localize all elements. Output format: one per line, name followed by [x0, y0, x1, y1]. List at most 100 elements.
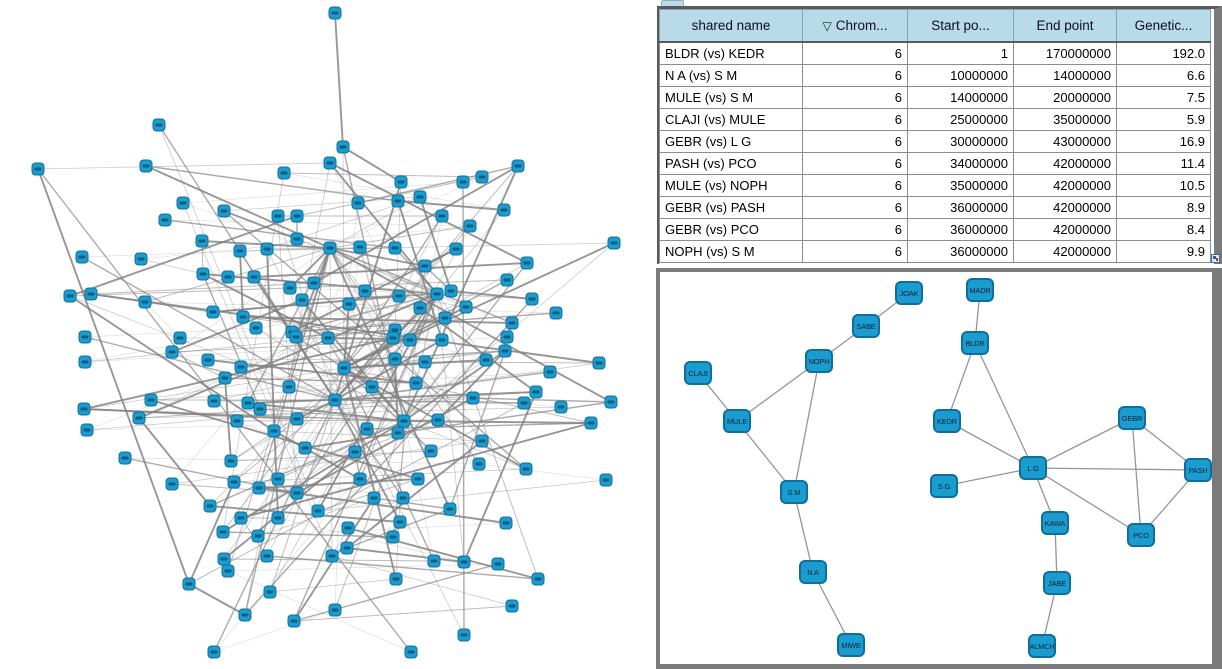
- table-cell[interactable]: 10000000: [907, 64, 1014, 87]
- table-cell[interactable]: 6: [802, 41, 908, 65]
- network-node[interactable]: [511, 159, 525, 173]
- network-node[interactable]: [531, 572, 545, 586]
- table-cell[interactable]: 6: [802, 240, 908, 263]
- network-node[interactable]: NOPH: [805, 349, 833, 373]
- network-node[interactable]: GEBR: [1118, 406, 1146, 430]
- network-node[interactable]: [323, 156, 337, 170]
- network-node[interactable]: [290, 486, 304, 500]
- table-cell[interactable]: 6: [802, 64, 908, 87]
- column-header-chromosome[interactable]: ▽ Chrom...: [802, 9, 908, 43]
- table-cell[interactable]: 42000000: [1013, 218, 1117, 241]
- network-node[interactable]: [388, 241, 402, 255]
- network-node[interactable]: [263, 585, 277, 599]
- table-cell[interactable]: 35000000: [1013, 108, 1117, 131]
- network-node[interactable]: [472, 457, 486, 471]
- table-cell[interactable]: 25000000: [907, 108, 1014, 131]
- column-header-start-position[interactable]: Start po...: [907, 9, 1014, 43]
- network-node[interactable]: [253, 402, 267, 416]
- network-node[interactable]: [427, 554, 441, 568]
- network-node[interactable]: [80, 423, 94, 437]
- network-node[interactable]: [216, 525, 230, 539]
- network-node[interactable]: [341, 521, 355, 535]
- network-node[interactable]: [78, 355, 92, 369]
- network-node[interactable]: [592, 356, 606, 370]
- network-node[interactable]: S G: [930, 474, 958, 498]
- network-node[interactable]: [463, 219, 477, 233]
- network-node[interactable]: [75, 250, 89, 264]
- network-node[interactable]: N A: [799, 560, 827, 584]
- network-node[interactable]: [404, 645, 418, 659]
- network-node[interactable]: [138, 295, 152, 309]
- table-cell[interactable]: 36000000: [907, 218, 1014, 241]
- table-cell[interactable]: 170000000: [1013, 41, 1117, 65]
- network-node[interactable]: [353, 472, 367, 486]
- network-node[interactable]: PASH: [1184, 458, 1212, 482]
- network-node[interactable]: [438, 311, 452, 325]
- table-row[interactable]: GEBR (vs) PASH 6 36000000 42000000 8.9: [659, 196, 1211, 219]
- table-cell[interactable]: 6: [802, 218, 908, 241]
- network-node[interactable]: CLAJI: [684, 361, 712, 385]
- table-cell[interactable]: 7.5: [1116, 86, 1211, 109]
- network-node[interactable]: [457, 628, 471, 642]
- network-node[interactable]: [152, 118, 166, 132]
- network-node[interactable]: S M: [780, 480, 808, 504]
- table-row[interactable]: GEBR (vs) L G 6 30000000 43000000 16.9: [659, 130, 1211, 153]
- network-node[interactable]: [195, 234, 209, 248]
- table-row[interactable]: N A (vs) S M 6 10000000 14000000 6.6: [659, 64, 1211, 87]
- network-node[interactable]: [207, 645, 221, 659]
- table-cell[interactable]: CLAJI (vs) MULE: [659, 108, 803, 131]
- overview-network-panel[interactable]: [0, 0, 656, 669]
- table-cell[interactable]: 8.4: [1116, 218, 1211, 241]
- network-node[interactable]: [328, 393, 342, 407]
- table-cell[interactable]: 8.9: [1116, 196, 1211, 219]
- network-node[interactable]: [158, 213, 172, 227]
- network-node[interactable]: [607, 236, 621, 250]
- network-node[interactable]: [466, 391, 480, 405]
- network-node[interactable]: [520, 256, 534, 270]
- network-node[interactable]: [498, 344, 512, 358]
- network-node[interactable]: [201, 353, 215, 367]
- table-cell[interactable]: BLDR (vs) KEDR: [659, 41, 803, 65]
- network-node[interactable]: [431, 413, 445, 427]
- table-cell[interactable]: 16.9: [1116, 130, 1211, 153]
- table-cell[interactable]: 192.0: [1116, 41, 1211, 65]
- network-node[interactable]: MIWE: [837, 633, 865, 657]
- network-node[interactable]: [525, 292, 539, 306]
- network-node[interactable]: [505, 599, 519, 613]
- table-cell[interactable]: 5.9: [1116, 108, 1211, 131]
- network-node[interactable]: [290, 412, 304, 426]
- network-node[interactable]: [328, 6, 342, 20]
- network-node[interactable]: [409, 376, 423, 390]
- network-node[interactable]: [500, 330, 514, 344]
- network-node[interactable]: [353, 240, 367, 254]
- network-node[interactable]: [267, 424, 281, 438]
- table-cell[interactable]: 14000000: [1013, 64, 1117, 87]
- network-node[interactable]: [252, 481, 266, 495]
- network-node[interactable]: [132, 411, 146, 425]
- network-node[interactable]: [63, 289, 77, 303]
- network-node[interactable]: [134, 252, 148, 266]
- network-node[interactable]: [236, 310, 250, 324]
- network-node[interactable]: [271, 472, 285, 486]
- network-node[interactable]: [424, 444, 438, 458]
- table-cell[interactable]: NOPH (vs) S M: [659, 240, 803, 263]
- network-node[interactable]: [388, 352, 402, 366]
- table-cell[interactable]: 42000000: [1013, 240, 1117, 263]
- network-node[interactable]: [396, 491, 410, 505]
- column-header-genetic[interactable]: Genetic...: [1116, 9, 1211, 43]
- network-node[interactable]: [207, 394, 221, 408]
- network-node[interactable]: [196, 267, 210, 281]
- table-cell[interactable]: 6.6: [1116, 64, 1211, 87]
- network-node[interactable]: [435, 209, 449, 223]
- table-cell[interactable]: 1: [907, 41, 1014, 65]
- network-node[interactable]: L G: [1019, 456, 1047, 480]
- network-node[interactable]: [206, 305, 220, 319]
- network-node[interactable]: [238, 608, 252, 622]
- network-node[interactable]: [221, 564, 235, 578]
- network-node[interactable]: [351, 196, 365, 210]
- network-node[interactable]: [394, 175, 408, 189]
- table-corner-icon[interactable]: [1211, 254, 1220, 263]
- table-row[interactable]: MULE (vs) S M 6 14000000 20000000 7.5: [659, 86, 1211, 109]
- network-node[interactable]: [449, 242, 463, 256]
- network-node[interactable]: MULE: [723, 409, 751, 433]
